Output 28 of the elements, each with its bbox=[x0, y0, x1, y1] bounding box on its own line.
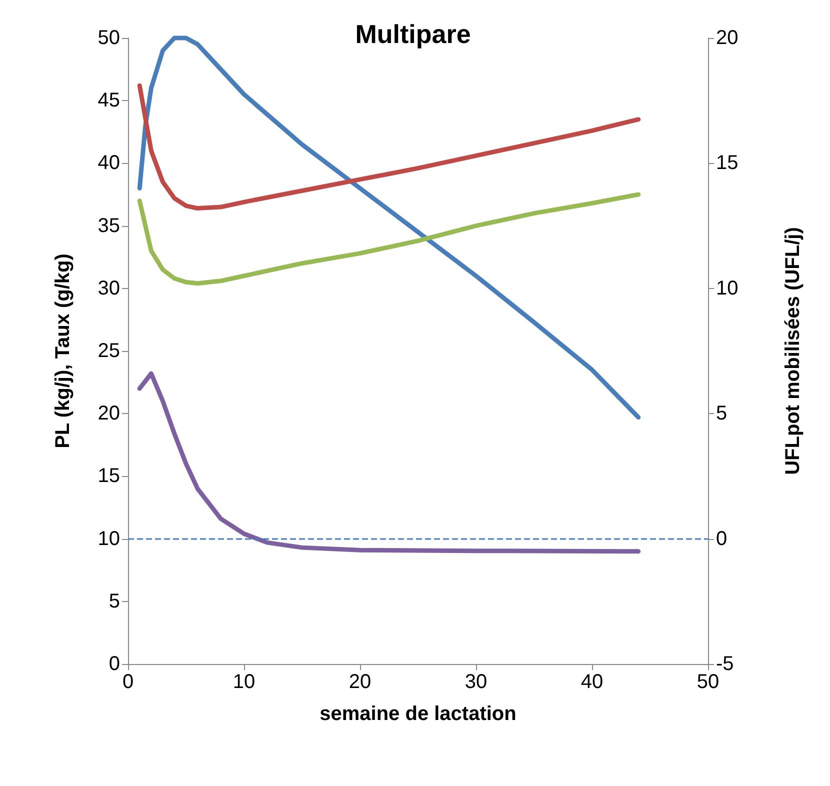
y2-axis-title: UFLpot mobilisées (UFL/j) bbox=[782, 227, 804, 475]
y-tick-label: 15 bbox=[98, 465, 120, 488]
y-tick-label: 0 bbox=[108, 653, 120, 675]
y-tick-label: 5 bbox=[108, 590, 120, 612]
y-tick-label: 20 bbox=[98, 402, 120, 425]
x-tick-label: 40 bbox=[580, 671, 604, 693]
line-series bbox=[137, 371, 641, 554]
x-tick-label: 20 bbox=[348, 671, 372, 693]
y-tick-label: 35 bbox=[98, 214, 120, 237]
y-tick-label: 10 bbox=[98, 528, 120, 550]
y2-tick-label: 5 bbox=[716, 402, 728, 425]
x-tick-label: 10 bbox=[232, 671, 256, 693]
y-tick-label: 40 bbox=[98, 152, 120, 174]
x-axis-title: semaine de lactation bbox=[320, 703, 516, 725]
y-tick-label: 50 bbox=[98, 27, 120, 49]
x-tick-label: 0 bbox=[122, 671, 134, 693]
y-tick-label: 45 bbox=[98, 90, 120, 112]
y2-tick-label: 0 bbox=[716, 528, 728, 550]
y2-tick-label: 15 bbox=[716, 152, 738, 174]
line-series bbox=[137, 192, 641, 286]
y-axis-title: PL (kg/j), Taux (g/kg) bbox=[52, 254, 74, 448]
line-series bbox=[137, 83, 641, 211]
y2-tick-label: 20 bbox=[716, 27, 738, 49]
y-tick-label: 25 bbox=[98, 340, 120, 362]
y-tick-label: 30 bbox=[98, 277, 120, 300]
chart-title: Multipare bbox=[355, 19, 471, 49]
y2-tick-label: 10 bbox=[716, 277, 738, 300]
x-tick-label: 30 bbox=[464, 671, 488, 693]
